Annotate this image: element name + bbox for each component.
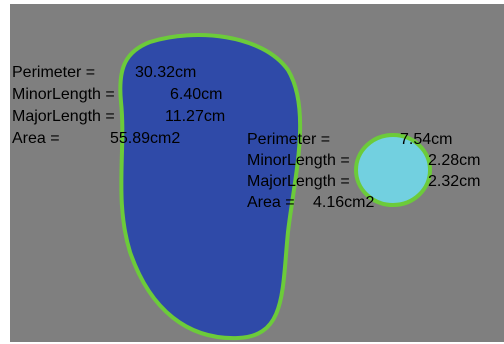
measure-label: MajorLength = <box>12 108 115 125</box>
measure-label: Area = <box>247 194 295 211</box>
measure-label: MinorLength = <box>12 86 115 103</box>
measure-value: 2.32cm <box>428 173 480 190</box>
measure-value: 6.40cm <box>170 86 222 103</box>
measure-value: 4.16cm2 <box>313 194 374 211</box>
measurements-small: Perimeter = 7.54cm MinorLength = 2.28cm Majo… <box>247 131 480 211</box>
measurements-large: Perimeter = 30.32cm MinorLength = 6.40cm Maj… <box>12 64 225 147</box>
measure-value: 30.32cm <box>135 64 196 81</box>
small-object <box>354 133 432 207</box>
measure-label: Perimeter = <box>12 64 95 81</box>
measure-label: Area = <box>12 130 60 147</box>
measure-label: MajorLength = <box>247 173 350 190</box>
measure-label: Perimeter = <box>247 131 330 148</box>
measure-value: 11.27cm <box>165 108 225 125</box>
large-object <box>118 33 303 341</box>
measure-value: 7.54cm <box>400 131 452 148</box>
measure-value: 2.28cm <box>428 152 480 169</box>
measure-label: MinorLength = <box>247 152 350 169</box>
measure-value: 55.89cm2 <box>110 130 180 147</box>
